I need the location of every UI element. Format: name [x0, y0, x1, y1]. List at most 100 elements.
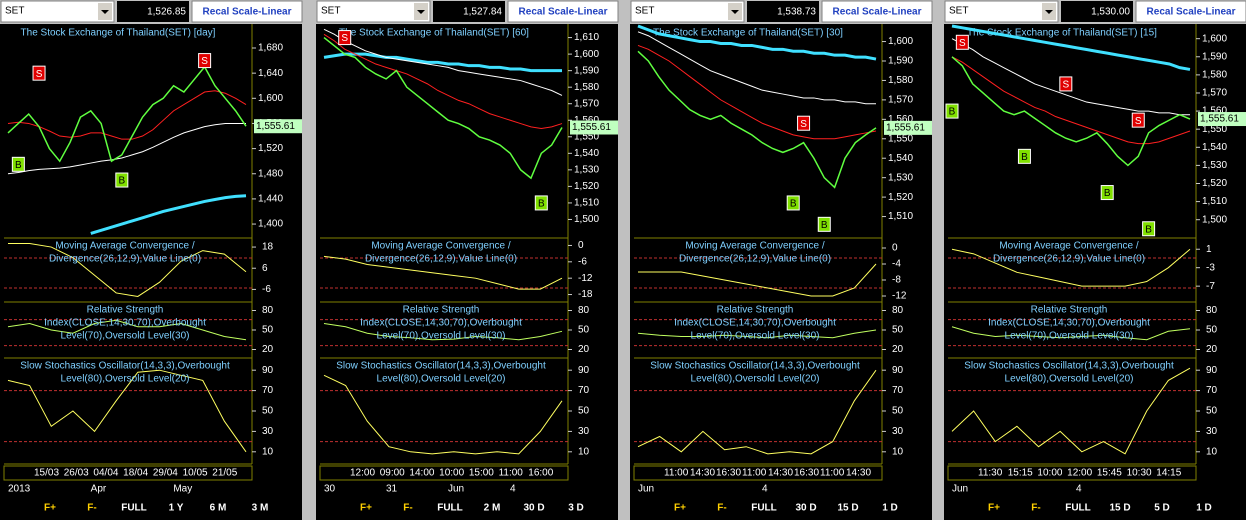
signal-marker [797, 115, 811, 131]
y-tick-label: 1,600 [888, 36, 913, 47]
y-tick-label: 1,560 [888, 114, 913, 125]
price-tag-label: 1,555.61 [886, 123, 925, 134]
indicator-title: Divergence(26,12,9),Value Line(0) [49, 254, 201, 265]
indicator-title: Level(70),Oversold Level(30) [61, 331, 190, 342]
symbol-box[interactable] [944, 0, 1059, 23]
signal-marker [1131, 112, 1145, 128]
recal-label: Recal Scale-Linear [203, 7, 292, 18]
toolbar-btn[interactable]: F- [403, 503, 412, 514]
toolbar-btn[interactable]: 3 M [252, 503, 269, 514]
toolbar-btn[interactable]: F+ [360, 503, 372, 514]
y-tick-label: 1,600 [574, 49, 599, 60]
y-tick-label: 90 [262, 365, 274, 376]
y-tick-label: 1,640 [258, 68, 283, 79]
toolbar-btn[interactable]: 1 D [882, 503, 898, 514]
y-tick-label: 1,590 [1202, 51, 1227, 62]
macd-line [638, 263, 877, 297]
toolbar-btn[interactable]: 3 D [568, 503, 584, 514]
price-tag [254, 119, 302, 134]
symbol: SET [949, 6, 968, 17]
symbol-box[interactable] [630, 0, 745, 23]
toolbar-btn[interactable]: 30 D [523, 503, 544, 514]
recal-btn[interactable] [1135, 0, 1246, 23]
toolbar-btn[interactable]: 30 D [795, 503, 816, 514]
toolbar-btn[interactable]: 2 M [484, 503, 501, 514]
ma-white [951, 38, 1190, 116]
date-label-2: 4 [1076, 484, 1082, 495]
toolbar-btn[interactable]: 15 D [1109, 503, 1130, 514]
y-tick-label: 1,590 [574, 65, 599, 76]
toolbar-btn[interactable]: 1 D [1196, 503, 1212, 514]
date-row [319, 465, 569, 481]
toolbar-btn[interactable]: 5 D [1154, 503, 1170, 514]
stoch-line [951, 367, 1191, 455]
last-box [747, 1, 819, 22]
toolbar-btn[interactable]: F+ [44, 503, 56, 514]
dropdown-arrow [1045, 10, 1053, 14]
y-tick-label: 20 [262, 344, 274, 355]
y-tick-label: 30 [1206, 426, 1218, 437]
toolbar-btn[interactable]: 6 M [210, 503, 227, 514]
y-tick-label: 1,500 [574, 214, 599, 225]
toolbar-btn[interactable]: FULL [437, 503, 463, 514]
ma-white [323, 28, 563, 96]
indicator-title: Divergence(26,12,9),Value Line(0) [679, 254, 831, 265]
recal-btn[interactable] [507, 0, 619, 23]
last-price: 1,526.85 [147, 7, 186, 18]
signal-marker [955, 34, 969, 50]
ma-red [7, 90, 247, 140]
toolbar-btn[interactable]: F- [717, 503, 726, 514]
rsi-line [323, 323, 563, 341]
date-label: 15:45 [1097, 468, 1122, 479]
toolbar-btn[interactable]: F+ [674, 503, 686, 514]
toolbar-btn[interactable]: FULL [751, 503, 777, 514]
y-tick-label: 1,600 [1202, 33, 1227, 44]
signal-label: B [15, 160, 22, 171]
indicator-title: Index(CLOSE,14,30,70),Overbought [44, 318, 206, 329]
y-tick-label: 70 [262, 385, 274, 396]
y-tick-label: 70 [892, 385, 904, 396]
y-tick-label: 10 [892, 446, 904, 457]
toolbar-btn[interactable]: FULL [121, 503, 147, 514]
symbol-box[interactable] [0, 0, 115, 23]
indicator-title: Level(80),Oversold Level(20) [61, 374, 190, 385]
recal-btn[interactable] [821, 0, 933, 23]
toolbar [944, 497, 1246, 520]
date-label: 18/04 [123, 468, 148, 479]
toolbar-btn[interactable]: FULL [1065, 503, 1091, 514]
signal-marker [1100, 185, 1114, 201]
toolbar-btn[interactable]: 1 Y [169, 503, 184, 514]
y-tick-label: 50 [262, 406, 274, 417]
last-box [433, 1, 505, 22]
ma-white [637, 31, 876, 105]
toolbar-btn[interactable]: 15 D [837, 503, 858, 514]
recal-btn[interactable] [191, 0, 303, 23]
ma-cyan [951, 24, 1191, 71]
stoch-line [7, 369, 247, 453]
toolbar-btn[interactable]: F- [87, 503, 96, 514]
toolbar [316, 497, 618, 520]
date-label: 09:00 [380, 468, 405, 479]
y-tick-label: 80 [262, 305, 274, 316]
indicator-title: Slow Stochastics Oscillator(14,3,3),Over… [650, 361, 860, 372]
symbol: SET [321, 6, 340, 17]
macd-line [8, 243, 247, 297]
signal-label: B [538, 199, 545, 210]
date-row [633, 465, 883, 481]
symbol-box[interactable] [316, 0, 431, 23]
ma-red [951, 56, 1191, 145]
y-tick-label: 1,400 [258, 219, 283, 230]
price-tag [1198, 112, 1246, 127]
recal-label: Recal Scale-Linear [1147, 7, 1236, 18]
y-tick-label: 1,510 [1202, 196, 1227, 207]
y-tick-label: 1,520 [258, 143, 283, 154]
y-tick-label: 1,570 [1202, 88, 1227, 99]
y-tick-label: 1,440 [258, 194, 283, 205]
price-line [637, 50, 877, 189]
indicator-title: Relative Strength [717, 305, 794, 316]
y-tick-label: 20 [892, 344, 904, 355]
toolbar-btn[interactable]: F- [1031, 503, 1040, 514]
date-label-2: Jun [638, 484, 654, 495]
toolbar-btn[interactable]: F+ [988, 503, 1000, 514]
